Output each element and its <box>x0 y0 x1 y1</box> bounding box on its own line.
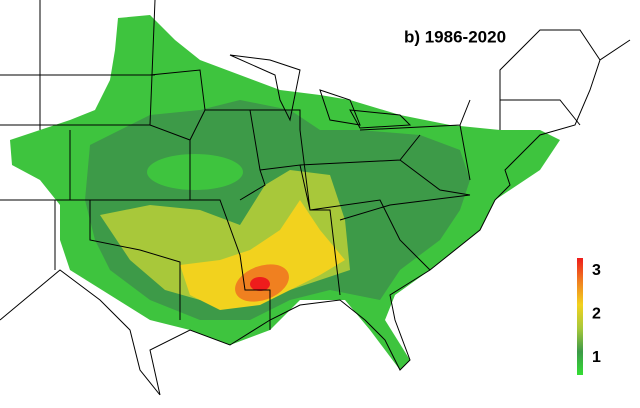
colorbar-tick-label: 3 <box>592 262 601 279</box>
colorbar-tick-label: 1 <box>592 349 601 366</box>
lake <box>229 54 412 129</box>
map-title: b) 1986-2020 <box>404 27 506 46</box>
colorbar-ticks: 1 2 3 <box>592 262 601 366</box>
contour-level-4 <box>180 200 345 310</box>
colorbar-tick-label: 2 <box>592 306 601 323</box>
contours <box>10 15 560 370</box>
colorbar <box>577 258 583 375</box>
coastline <box>0 39 631 396</box>
contour-level-6 <box>250 277 270 291</box>
state-boundaries <box>0 0 631 396</box>
state-line <box>0 0 601 330</box>
contour-hole <box>147 154 243 190</box>
